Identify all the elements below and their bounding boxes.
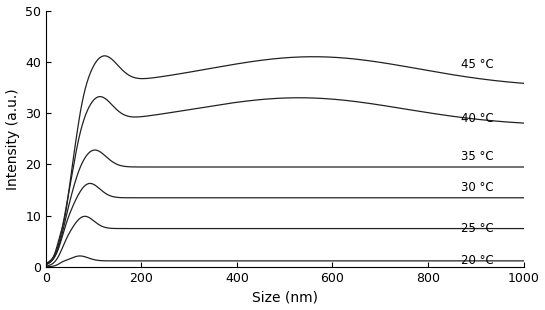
Text: 35 °C: 35 °C	[462, 150, 494, 163]
Text: 20 °C: 20 °C	[462, 255, 494, 267]
Text: 25 °C: 25 °C	[462, 222, 494, 235]
Text: 40 °C: 40 °C	[462, 112, 494, 125]
Text: 45 °C: 45 °C	[462, 58, 494, 71]
Text: 30 °C: 30 °C	[462, 181, 494, 194]
X-axis label: Size (nm): Size (nm)	[252, 290, 318, 304]
Y-axis label: Intensity (a.u.): Intensity (a.u.)	[5, 88, 20, 190]
